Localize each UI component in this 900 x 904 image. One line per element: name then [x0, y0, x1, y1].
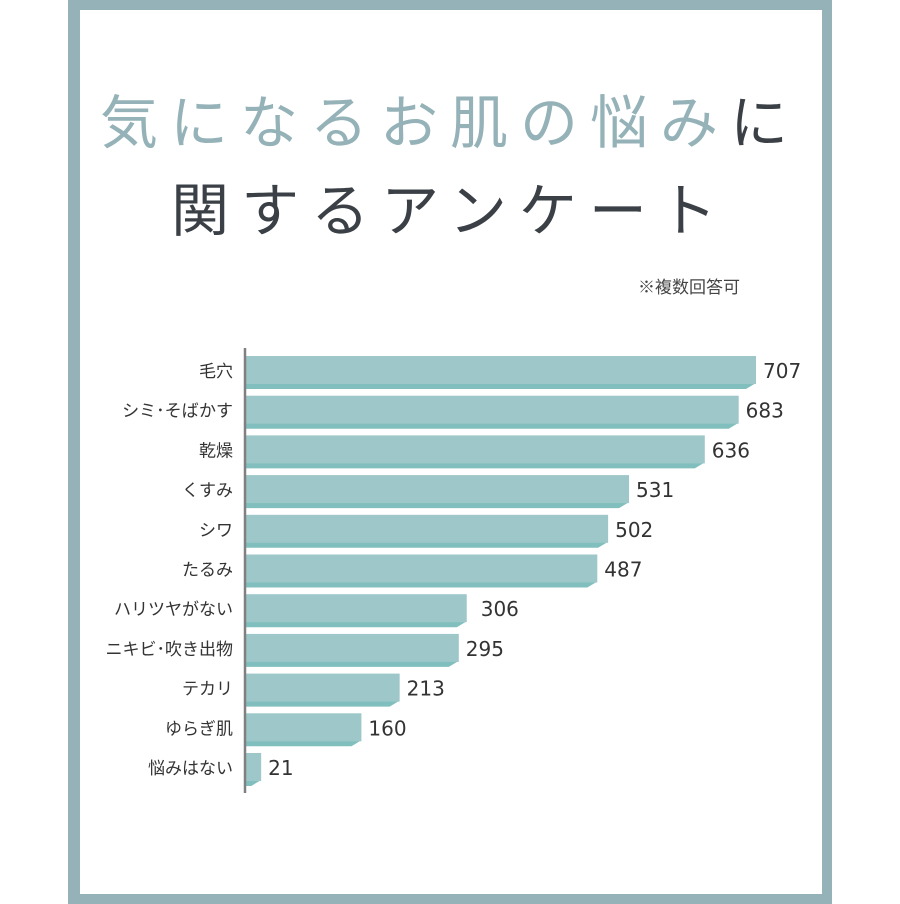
data-label: 213	[407, 677, 445, 701]
category-label: 悩みはない	[148, 759, 233, 779]
bar-shadow	[246, 621, 467, 628]
bar	[246, 435, 705, 464]
bar	[246, 395, 739, 424]
bar	[246, 356, 756, 384]
title-dark-text: に	[730, 89, 801, 157]
bar	[246, 594, 467, 623]
bar	[246, 673, 400, 702]
bar-shadow	[246, 422, 739, 429]
bar	[246, 713, 362, 742]
data-label: 306	[481, 597, 519, 621]
data-label: 295	[466, 637, 504, 661]
data-label: 683	[746, 399, 784, 423]
bar-shadow	[246, 581, 598, 588]
bar	[246, 633, 459, 662]
multiple-answer-note: ※複数回答可	[638, 278, 740, 298]
category-label: ゆらぎ肌	[165, 719, 233, 739]
data-label: 636	[712, 438, 750, 462]
data-label: 487	[604, 558, 642, 582]
data-label: 21	[268, 756, 293, 780]
bar-shadow	[246, 541, 609, 548]
bar-shadow	[246, 780, 262, 786]
bar-shadow	[246, 700, 400, 707]
category-label: ハリツヤがない	[114, 600, 233, 620]
data-label: 531	[636, 478, 674, 502]
category-label: シワ	[199, 521, 233, 541]
data-label: 160	[368, 716, 406, 740]
category-label: シミ･そばかす	[122, 402, 233, 422]
bar	[246, 475, 630, 504]
category-label: 毛穴	[199, 362, 233, 382]
bar-shadow	[246, 660, 459, 667]
title-accent-text: 気になるお肌の悩み	[99, 89, 730, 157]
category-label: 乾燥	[199, 441, 233, 461]
title-line-2: 関するアンケート	[171, 177, 729, 245]
bar-shadow	[246, 383, 756, 389]
category-label: テカリ	[182, 680, 233, 700]
bar-shadow	[246, 740, 362, 747]
bar-shadow	[246, 462, 705, 469]
data-label: 502	[615, 518, 653, 542]
category-label: たるみ	[182, 561, 233, 581]
bar-shadow	[246, 502, 630, 509]
title-line-1: 気になるお肌の悩みに	[0, 94, 900, 152]
bar	[246, 554, 598, 583]
bar	[246, 753, 262, 781]
data-label: 707	[763, 359, 801, 383]
category-label: くすみ	[182, 481, 233, 501]
category-label: ニキビ･吹き出物	[106, 640, 234, 660]
bar	[246, 514, 609, 543]
